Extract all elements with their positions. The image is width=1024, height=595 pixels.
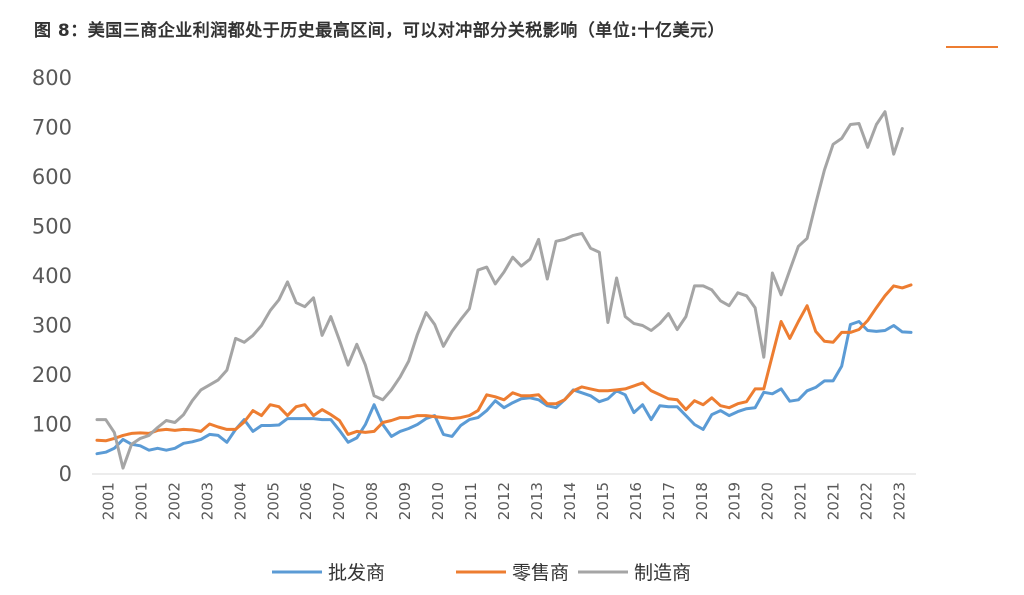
y-tick-label: 300	[32, 314, 72, 338]
x-tick-label: 2006	[297, 482, 315, 520]
legend-label-1: 批发商	[328, 562, 385, 584]
x-tick-label: 2004	[231, 482, 249, 520]
y-tick-label: 400	[32, 264, 72, 288]
x-tick-label: 2017	[660, 482, 678, 520]
x-tick-label: 2001	[132, 482, 150, 520]
x-tick-label: 2023	[891, 482, 909, 520]
x-tick-label: 2016	[627, 482, 645, 520]
x-tick-label: 2008	[363, 482, 381, 520]
x-tick-label: 2001	[99, 482, 117, 520]
series-line-1	[95, 320, 913, 456]
x-tick-label: 2011	[462, 482, 480, 520]
x-tick-label: 2007	[330, 482, 348, 520]
series-line-2	[95, 283, 913, 443]
y-tick-label: 700	[32, 116, 72, 140]
x-tick-label: 2009	[396, 482, 414, 520]
y-tick-label: 500	[32, 215, 72, 239]
x-tick-label: 2012	[495, 482, 513, 520]
x-tick-label: 2005	[264, 482, 282, 520]
x-tick-label: 2003	[198, 482, 216, 520]
y-tick-label: 800	[32, 66, 72, 90]
x-tick-label: 2015	[594, 482, 612, 520]
y-tick-label: 100	[32, 413, 72, 437]
x-tick-label: 2018	[693, 482, 711, 520]
chart-title: 图 8：美国三商企业利润都处于历史最高区间，可以对冲部分关税影响（单位:十亿美元…	[34, 21, 726, 41]
legend-label-3: 制造商	[634, 562, 691, 584]
x-tick-label: 2020	[759, 482, 777, 520]
series-line-3	[95, 110, 904, 470]
x-tick-label: 2014	[561, 482, 579, 520]
x-tick-label: 2002	[165, 482, 183, 520]
x-tick-label: 2010	[429, 482, 447, 520]
x-tick-label: 2013	[528, 482, 546, 520]
x-tick-label: 2021	[792, 482, 810, 520]
y-tick-label: 600	[32, 165, 72, 189]
y-tick-label: 200	[32, 363, 72, 387]
decorative-accent-line	[946, 46, 998, 48]
x-tick-label: 2019	[726, 482, 744, 520]
y-tick-label: 0	[59, 462, 72, 486]
x-tick-label: 2021	[825, 482, 843, 520]
legend-label-2: 零售商	[512, 562, 569, 584]
x-tick-label: 2022	[858, 482, 876, 520]
